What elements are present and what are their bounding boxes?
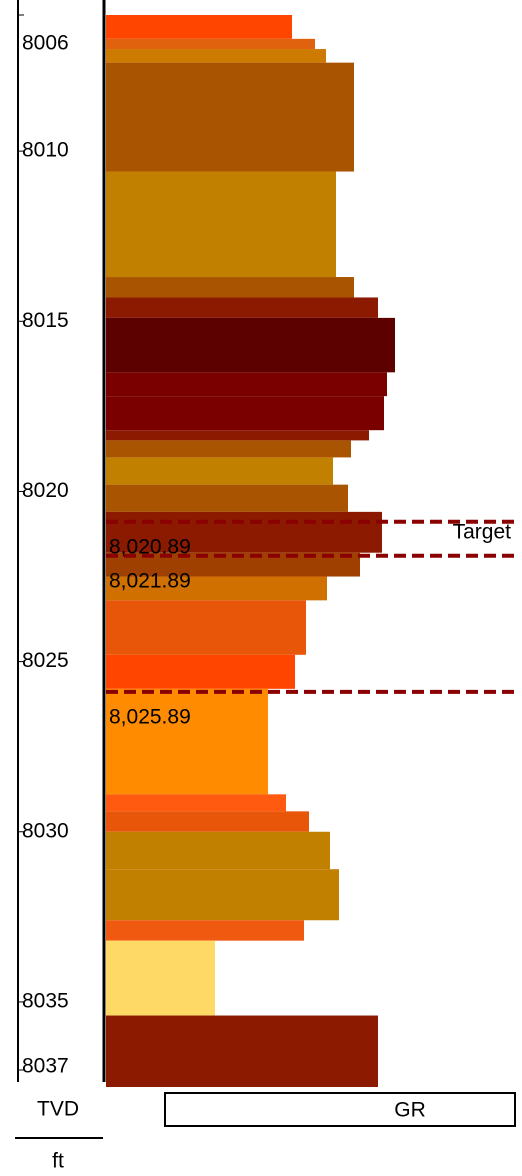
depth-marker-label: 8,020.89 — [109, 535, 191, 558]
gr-bar — [106, 811, 309, 832]
depth-marker-label: 8,021.89 — [109, 569, 191, 592]
gr-bar — [106, 869, 339, 921]
target-label: Target — [453, 520, 512, 543]
gr-bar — [106, 171, 336, 278]
depth-tick-label: 8030 — [22, 819, 69, 842]
gr-bar — [106, 277, 354, 298]
depth-tick-label: 8006 — [22, 32, 69, 55]
gr-bar — [106, 484, 348, 512]
gr-bar — [106, 62, 354, 172]
gr-bar — [106, 920, 304, 941]
depth-tick-label: 8037 — [22, 1055, 69, 1078]
track-name: GR — [394, 1099, 426, 1122]
gr-bar — [106, 794, 286, 812]
gr-bar — [106, 15, 292, 39]
gr-bar — [106, 688, 268, 795]
gr-bar — [106, 440, 351, 458]
depth-tick-label: 8020 — [22, 479, 69, 502]
gr-bar — [106, 38, 315, 50]
gr-bar — [106, 831, 330, 870]
gr-bar — [106, 297, 378, 318]
gr-bar — [106, 654, 295, 689]
depth-tick-label: 8035 — [22, 989, 69, 1012]
gr-bar — [106, 552, 360, 577]
gr-bar — [106, 940, 215, 1016]
depth-tick-label: 8010 — [22, 139, 69, 162]
depth-unit: ft — [52, 1150, 64, 1173]
gr-bar — [106, 372, 387, 397]
gr-bar — [106, 430, 369, 441]
gr-bar — [106, 396, 384, 431]
gr-bar — [106, 1015, 378, 1087]
depth-label: TVD — [37, 1098, 79, 1121]
gr-bar — [106, 457, 333, 485]
gr-bar — [106, 317, 395, 373]
depth-marker-label: 8,025.89 — [109, 705, 191, 728]
gr-bar — [106, 576, 327, 601]
track-header — [164, 1092, 516, 1127]
gr-bar — [106, 511, 382, 553]
gr-bar — [106, 49, 326, 63]
gr-bar — [106, 600, 306, 655]
depth-tick-label: 8015 — [22, 309, 69, 332]
depth-tick-label: 8025 — [22, 649, 69, 672]
